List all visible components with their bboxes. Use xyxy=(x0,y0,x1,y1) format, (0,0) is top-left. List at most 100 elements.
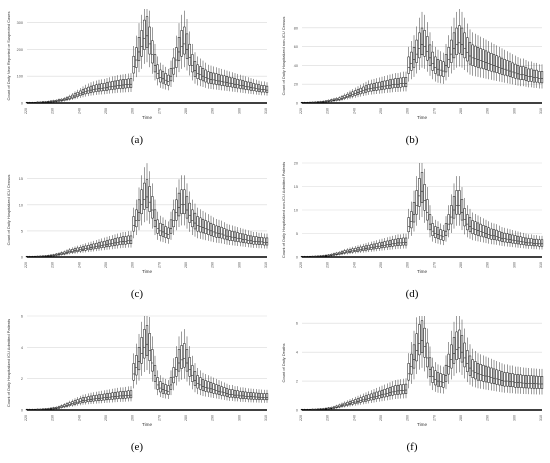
box xyxy=(343,95,346,99)
box xyxy=(447,214,450,231)
box xyxy=(335,98,338,101)
box xyxy=(364,85,368,93)
box xyxy=(391,386,394,396)
box xyxy=(426,36,429,61)
y-tick-label: 6 xyxy=(21,315,23,319)
box xyxy=(97,394,101,401)
box xyxy=(428,214,432,231)
box xyxy=(116,80,119,89)
box xyxy=(535,69,538,83)
x-tick-label: 260 xyxy=(406,108,410,114)
box xyxy=(148,26,151,55)
box xyxy=(482,364,485,382)
y-tick-label: 0 xyxy=(21,256,23,260)
y-tick-label: 5 xyxy=(21,229,23,233)
x-tick-label: 220 xyxy=(299,262,303,268)
x-tick-label: 230 xyxy=(51,262,55,268)
x-tick-label: 240 xyxy=(352,262,356,268)
box xyxy=(492,229,496,240)
box xyxy=(492,368,496,385)
y-tick-label: 0 xyxy=(296,256,298,260)
box xyxy=(204,380,207,392)
box xyxy=(380,389,384,398)
box xyxy=(386,240,389,248)
box xyxy=(538,239,541,247)
box xyxy=(447,47,450,68)
box xyxy=(175,357,178,377)
box xyxy=(460,27,464,55)
box xyxy=(463,342,466,368)
box xyxy=(89,85,93,93)
box xyxy=(394,238,397,247)
box xyxy=(87,86,90,94)
box xyxy=(428,357,432,377)
box xyxy=(116,391,119,400)
box xyxy=(244,391,247,400)
box xyxy=(196,216,199,232)
box xyxy=(484,365,488,383)
x-tick-label: 300 xyxy=(512,108,516,114)
box xyxy=(215,73,218,85)
box xyxy=(143,182,146,210)
box xyxy=(89,395,93,402)
box xyxy=(524,375,528,389)
x-axis-label: Time xyxy=(417,422,427,427)
box xyxy=(140,337,143,364)
x-tick-label: 240 xyxy=(352,108,356,114)
box xyxy=(508,234,512,244)
box xyxy=(175,47,178,68)
box xyxy=(113,238,117,246)
box xyxy=(490,228,493,240)
box xyxy=(137,347,141,371)
box xyxy=(506,60,509,77)
box xyxy=(348,401,352,406)
box xyxy=(228,230,231,241)
box xyxy=(367,84,370,92)
box xyxy=(458,25,461,54)
box xyxy=(79,398,82,404)
chart-e: 0 2 4 6 220 230 240 250 260 270 280 290 300 310 Time Co… xyxy=(6,315,269,427)
box xyxy=(68,249,71,254)
box xyxy=(471,44,474,66)
box xyxy=(103,83,106,91)
x-tick-label: 270 xyxy=(157,415,161,421)
box xyxy=(215,384,218,395)
x-tick-label: 230 xyxy=(326,262,330,268)
box xyxy=(396,238,400,246)
box xyxy=(172,209,175,228)
box xyxy=(108,239,111,247)
box xyxy=(199,66,202,81)
box xyxy=(81,89,85,95)
box xyxy=(129,235,133,245)
x-tick-label: 290 xyxy=(486,108,490,114)
box xyxy=(498,231,501,242)
box xyxy=(185,196,189,219)
caption-f: (f) xyxy=(406,441,418,453)
box xyxy=(76,399,79,404)
box xyxy=(354,247,357,253)
y-tick-label: 10 xyxy=(294,209,298,213)
x-tick-label: 240 xyxy=(352,415,356,421)
box xyxy=(140,30,143,57)
box xyxy=(482,49,485,70)
box xyxy=(204,69,207,83)
box xyxy=(388,240,392,247)
y-tick-label: 5 xyxy=(296,232,298,236)
panel-b: 0 20 40 60 80 220 230 240 250 260 270 280 290 300 310 T… xyxy=(280,3,545,153)
box xyxy=(495,369,498,385)
box xyxy=(423,30,426,57)
box xyxy=(185,33,189,59)
box xyxy=(500,371,504,386)
chart-b: 0 20 40 60 80 220 230 240 250 260 270 280 290 300 310 T… xyxy=(281,9,544,120)
box xyxy=(145,179,149,208)
box xyxy=(503,59,506,76)
y-tick-label: 15 xyxy=(19,177,23,181)
box xyxy=(244,234,247,244)
box xyxy=(167,227,170,239)
x-tick-label: 250 xyxy=(104,415,108,421)
box xyxy=(145,16,149,48)
box xyxy=(180,345,183,369)
box xyxy=(522,374,525,389)
box xyxy=(119,236,122,245)
box xyxy=(532,69,536,83)
